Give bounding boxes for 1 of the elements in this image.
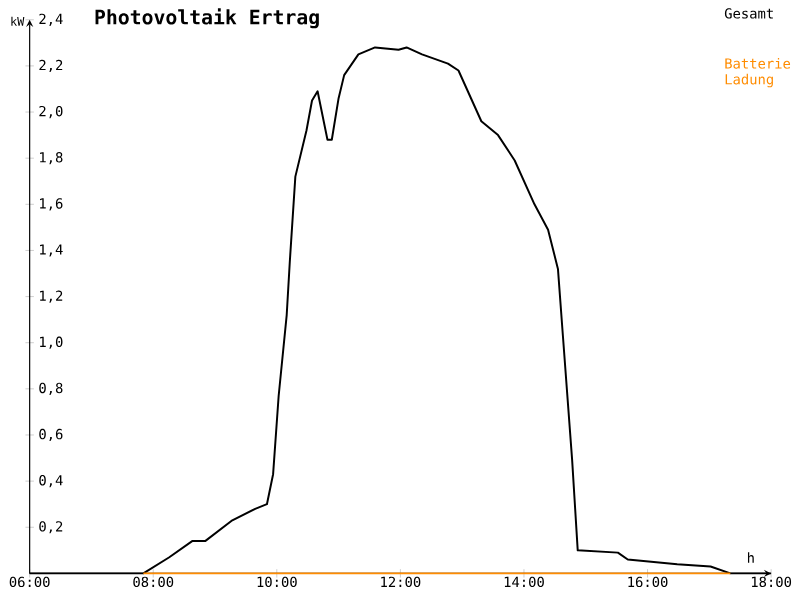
chart-title: Photovoltaik Ertrag <box>95 8 319 29</box>
